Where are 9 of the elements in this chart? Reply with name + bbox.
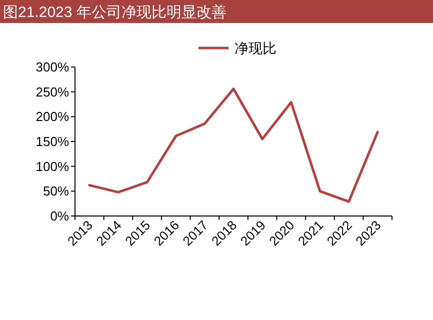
- y-tick-label: 100%: [36, 158, 70, 174]
- y-tick-label: 200%: [36, 109, 70, 124]
- y-tick-label: 50%: [42, 184, 70, 199]
- title: 图21.2023 年公司净现比明显改善: [3, 4, 226, 21]
- y-tick-label: 300%: [36, 60, 70, 74]
- y-tick-label: 250%: [36, 84, 70, 100]
- y-tick-label: 0%: [50, 208, 70, 224]
- y-tick-label: 150%: [36, 134, 70, 149]
- legend-label: 净现比: [234, 40, 276, 56]
